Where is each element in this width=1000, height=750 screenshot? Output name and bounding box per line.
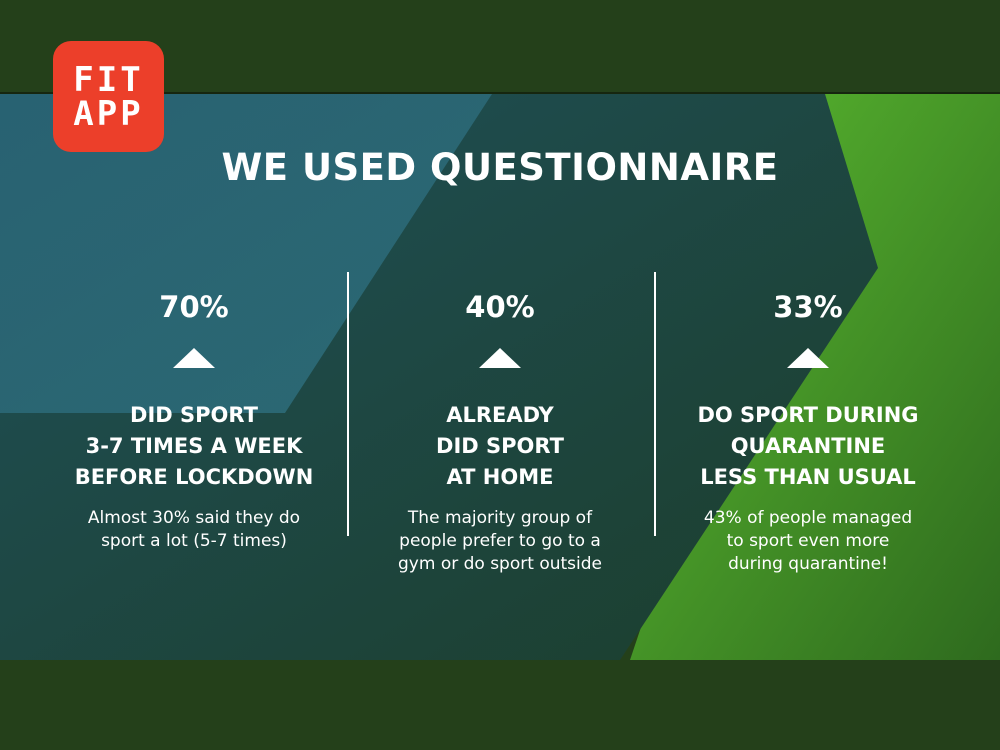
triangle-up-icon (787, 348, 829, 368)
stat-heading-line: LESS THAN USUAL (700, 465, 916, 489)
stat-heading-line: ALREADY (446, 403, 554, 427)
stat-column-1: 70% DID SPORT 3-7 TIMES A WEEK BEFORE LO… (44, 286, 344, 553)
stat-description: The majority group of people prefer to g… (350, 507, 650, 576)
stat-description: Almost 30% said they do sport a lot (5-7… (44, 507, 344, 553)
logo-text-line-1: FIT (73, 59, 144, 100)
stat-description-line: to sport even more (726, 531, 890, 551)
stat-percent: 33% (773, 290, 843, 324)
stat-heading: DID SPORT 3-7 TIMES A WEEK BEFORE LOCKDO… (44, 400, 344, 493)
stat-heading-line: QUARANTINE (730, 434, 886, 458)
triangle-up-icon (479, 348, 521, 368)
stat-percent: 40% (465, 290, 535, 324)
stat-percent: 70% (159, 290, 229, 324)
stat-heading-line: DID SPORT (130, 403, 258, 427)
column-divider-1 (347, 272, 349, 536)
stat-description-line: sport a lot (5-7 times) (101, 531, 287, 551)
stat-description-line: 43% of people managed (703, 508, 913, 528)
stat-heading-line: DO SPORT DURING (697, 403, 919, 427)
stat-heading-line: 3-7 TIMES A WEEK (85, 434, 303, 458)
stat-heading: ALREADY DID SPORT AT HOME (350, 400, 650, 493)
stat-description: 43% of people managed to sport even more… (658, 507, 958, 576)
fitapp-logo: FIT APP (53, 41, 164, 152)
stat-heading: DO SPORT DURING QUARANTINE LESS THAN USU… (658, 400, 958, 493)
stat-description-line: The majority group of (407, 508, 593, 528)
column-divider-2 (654, 272, 656, 536)
stat-column-3: 33% DO SPORT DURING QUARANTINE LESS THAN… (658, 286, 958, 576)
triangle-up-icon (173, 348, 215, 368)
stat-heading-line: AT HOME (446, 465, 554, 489)
stat-description-line: during quarantine! (728, 554, 888, 574)
page-title: WE USED QUESTIONNAIRE (221, 146, 779, 189)
stat-heading-line: DID SPORT (436, 434, 564, 458)
stat-description-line: people prefer to go to a (399, 531, 601, 551)
stat-description-line: gym or do sport outside (398, 554, 602, 574)
stat-column-2: 40% ALREADY DID SPORT AT HOME The majori… (350, 286, 650, 576)
stat-heading-line: BEFORE LOCKDOWN (74, 465, 314, 489)
logo-text-line-2: APP (73, 93, 144, 134)
stat-description-line: Almost 30% said they do (87, 508, 301, 528)
